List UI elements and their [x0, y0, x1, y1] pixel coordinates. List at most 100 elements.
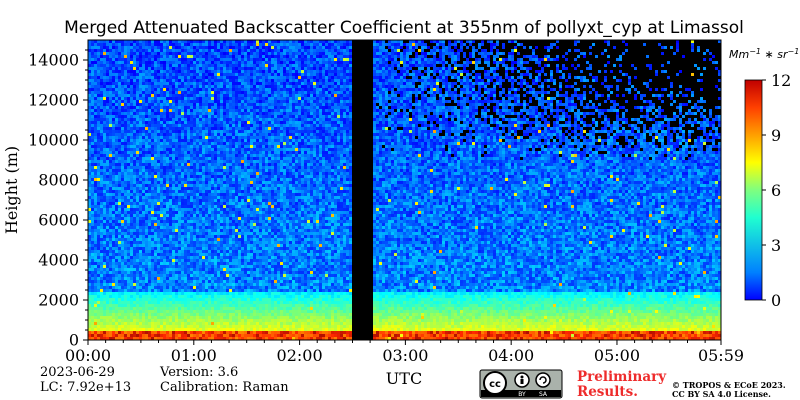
heatmap-cell [139, 106, 142, 109]
heatmap-cell [220, 163, 223, 166]
heatmap-cell [208, 289, 211, 292]
heatmap-cell [214, 196, 217, 199]
heatmap-cell [145, 175, 148, 178]
heatmap-cell [124, 127, 127, 130]
heatmap-cell [229, 271, 232, 274]
heatmap-cell [208, 256, 211, 259]
heatmap-cell [193, 304, 196, 307]
heatmap-cell [172, 70, 175, 73]
heatmap-cell [151, 274, 154, 277]
heatmap-cell [127, 325, 130, 328]
heatmap-cell [229, 214, 232, 217]
heatmap-cell [109, 298, 112, 301]
heatmap-cell [226, 304, 229, 307]
heatmap-cell [127, 145, 130, 148]
heatmap-cell [157, 283, 160, 286]
heatmap-cell [166, 52, 169, 55]
heatmap-cell [88, 313, 91, 316]
heatmap-cell [157, 145, 160, 148]
heatmap-cell [106, 202, 109, 205]
heatmap-cell [151, 100, 154, 103]
heatmap-cell [199, 121, 202, 124]
heatmap-cell [202, 217, 205, 220]
heatmap-cell [151, 166, 154, 169]
heatmap-cell [145, 268, 148, 271]
heatmap-cell [217, 94, 220, 97]
heatmap-cell [121, 124, 124, 127]
heatmap-cell [211, 334, 214, 337]
heatmap-cell [112, 247, 115, 250]
heatmap-cell [103, 94, 106, 97]
heatmap-cell [190, 124, 193, 127]
heatmap-cell [226, 283, 229, 286]
heatmap-cell [202, 97, 205, 100]
heatmap-cell [181, 250, 184, 253]
heatmap-cell [229, 253, 232, 256]
heatmap-cell [94, 295, 97, 298]
heatmap-cell [229, 145, 232, 148]
heatmap-cell [118, 58, 121, 61]
heatmap-cell [160, 130, 163, 133]
heatmap-cell [139, 232, 142, 235]
heatmap-cell [88, 301, 91, 304]
heatmap-cell [112, 238, 115, 241]
heatmap-cell [163, 286, 166, 289]
heatmap-cell [118, 232, 121, 235]
heatmap-cell [217, 235, 220, 238]
heatmap-cell [121, 136, 124, 139]
heatmap-cell [136, 148, 139, 151]
heatmap-cell [151, 268, 154, 271]
heatmap-cell [139, 67, 142, 70]
heatmap-cell [190, 334, 193, 337]
heatmap-cell [172, 76, 175, 79]
heatmap-cell [133, 331, 136, 334]
heatmap-cell [139, 307, 142, 310]
heatmap-cell [97, 274, 100, 277]
heatmap-cell [100, 103, 103, 106]
heatmap-cell [175, 124, 178, 127]
heatmap-cell [214, 112, 217, 115]
heatmap-cell [100, 325, 103, 328]
heatmap-cell [130, 133, 133, 136]
heatmap-cell [202, 130, 205, 133]
heatmap-cell [196, 301, 199, 304]
heatmap-cell [205, 226, 208, 229]
heatmap-cell [148, 148, 151, 151]
heatmap-cell [202, 265, 205, 268]
heatmap-cell [196, 334, 199, 337]
heatmap-cell [208, 133, 211, 136]
heatmap-cell [178, 283, 181, 286]
heatmap-cell [142, 220, 145, 223]
heatmap-cell [88, 235, 91, 238]
heatmap-cell [97, 136, 100, 139]
heatmap-cell [193, 166, 196, 169]
heatmap-cell [130, 145, 133, 148]
heatmap-cell [94, 121, 97, 124]
heatmap-cell [172, 97, 175, 100]
heatmap-cell [121, 271, 124, 274]
heatmap-cell [169, 229, 172, 232]
heatmap-cell [160, 169, 163, 172]
heatmap-cell [91, 70, 94, 73]
heatmap-cell [187, 262, 190, 265]
heatmap-cell [145, 142, 148, 145]
heatmap-cell [217, 64, 220, 67]
heatmap-cell [178, 124, 181, 127]
heatmap-cell [211, 208, 214, 211]
heatmap-cell [142, 277, 145, 280]
heatmap-cell [187, 247, 190, 250]
heatmap-cell [100, 154, 103, 157]
heatmap-cell [196, 106, 199, 109]
heatmap-cell [229, 229, 232, 232]
heatmap-cell [175, 313, 178, 316]
heatmap-cell [157, 208, 160, 211]
heatmap-cell [139, 190, 142, 193]
heatmap-cell [91, 322, 94, 325]
heatmap-cell [130, 52, 133, 55]
heatmap-cell [91, 307, 94, 310]
heatmap-cell [226, 79, 229, 82]
heatmap-cell [130, 142, 133, 145]
heatmap-cell [184, 226, 187, 229]
heatmap-cell [223, 178, 226, 181]
heatmap-cell [190, 151, 193, 154]
